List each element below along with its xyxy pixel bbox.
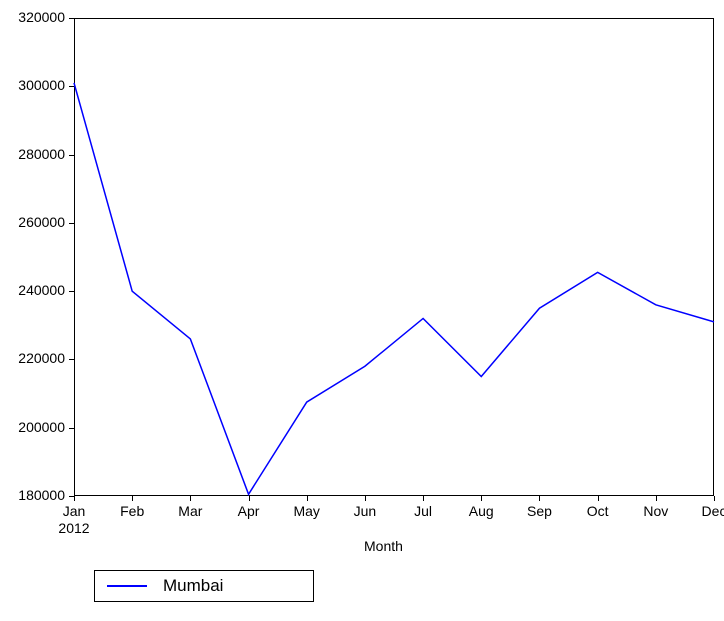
x-tick-label: Dec [689, 503, 724, 519]
x-tick-mark [190, 496, 191, 501]
y-tick-mark [69, 155, 74, 156]
y-tick-label: 240000 [0, 282, 65, 298]
x-tick-mark [249, 496, 250, 501]
y-tick-mark [69, 359, 74, 360]
x-tick-label: Nov [631, 503, 681, 519]
x-tick-label: May [282, 503, 332, 519]
y-tick-mark [69, 428, 74, 429]
chart-line-svg [74, 18, 714, 496]
x-tick-mark [598, 496, 599, 501]
x-tick-mark [714, 496, 715, 501]
series-line [74, 83, 714, 494]
x-tick-mark [74, 496, 75, 501]
y-tick-mark [69, 291, 74, 292]
x-tick-label: Apr [224, 503, 274, 519]
y-tick-label: 260000 [0, 214, 65, 230]
x-tick-label: Sep [514, 503, 564, 519]
x-tick-label: Jan [49, 503, 99, 519]
x-tick-label: Aug [456, 503, 506, 519]
legend-line-sample [107, 585, 147, 587]
x-tick-label: Feb [107, 503, 157, 519]
y-tick-label: 280000 [0, 146, 65, 162]
x-tick-label: Jun [340, 503, 390, 519]
x-tick-mark [539, 496, 540, 501]
x-tick-label: Mar [165, 503, 215, 519]
y-tick-label: 200000 [0, 419, 65, 435]
x-tick-label: Oct [573, 503, 623, 519]
y-tick-label: 220000 [0, 350, 65, 366]
y-tick-label: 180000 [0, 487, 65, 503]
x-tick-mark [481, 496, 482, 501]
x-tick-label: Jul [398, 503, 448, 519]
x-tick-mark [423, 496, 424, 501]
x-year-sublabel: 2012 [49, 520, 99, 536]
y-tick-label: 320000 [0, 9, 65, 25]
x-tick-mark [132, 496, 133, 501]
x-tick-mark [307, 496, 308, 501]
x-axis-label: Month [364, 538, 403, 554]
chart-container: 180000 200000 220000 240000 260000 280000 3000… [0, 0, 724, 621]
y-tick-mark [69, 18, 74, 19]
y-tick-mark [69, 86, 74, 87]
y-tick-label: 300000 [0, 77, 65, 93]
x-tick-mark [656, 496, 657, 501]
x-tick-mark [365, 496, 366, 501]
y-tick-mark [69, 223, 74, 224]
legend-label: Mumbai [163, 576, 223, 596]
legend-box: Mumbai [94, 570, 314, 602]
